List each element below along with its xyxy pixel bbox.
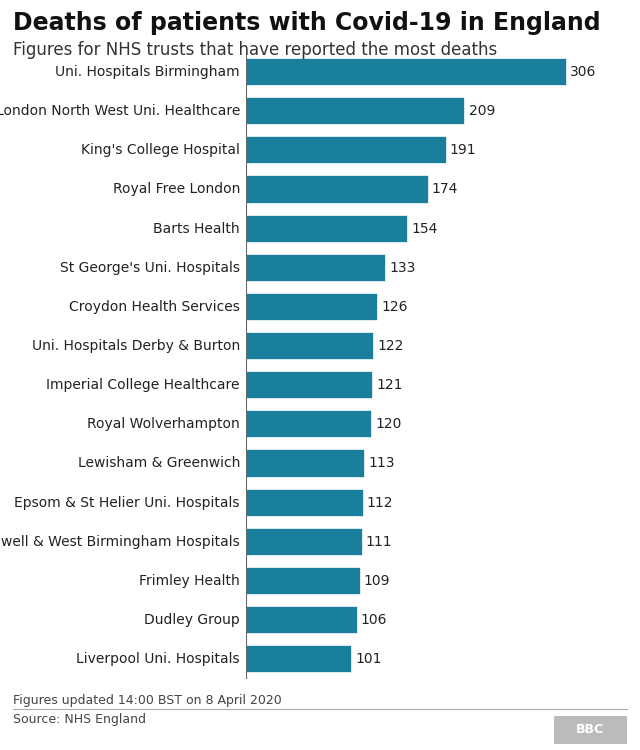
Text: Uni. Hospitals Birmingham: Uni. Hospitals Birmingham: [56, 65, 240, 79]
Text: 113: 113: [368, 457, 394, 470]
Text: 120: 120: [375, 417, 402, 431]
Text: Source: NHS England: Source: NHS England: [13, 712, 146, 725]
Text: Deaths of patients with Covid-19 in England: Deaths of patients with Covid-19 in Engl…: [13, 11, 600, 35]
Text: Dudley Group: Dudley Group: [144, 613, 240, 627]
Text: 191: 191: [450, 143, 476, 158]
Text: Uni. Hospitals Derby & Burton: Uni. Hospitals Derby & Burton: [32, 339, 240, 353]
Text: 154: 154: [411, 222, 437, 236]
Text: 174: 174: [432, 182, 458, 196]
Text: 133: 133: [389, 261, 415, 274]
Bar: [246, 410, 372, 439]
Bar: [246, 449, 365, 478]
Text: Royal Wolverhampton: Royal Wolverhampton: [87, 417, 240, 431]
Text: Figures for NHS trusts that have reported the most deaths: Figures for NHS trusts that have reporte…: [13, 41, 497, 59]
Text: Figures updated 14:00 BST on 8 April 2020: Figures updated 14:00 BST on 8 April 202…: [13, 694, 282, 706]
Text: Royal Free London: Royal Free London: [113, 182, 240, 196]
Bar: [246, 645, 352, 674]
Bar: [246, 371, 373, 399]
Text: 306: 306: [570, 65, 596, 79]
Bar: [246, 332, 374, 360]
Text: 122: 122: [378, 339, 404, 353]
Text: King's College Hospital: King's College Hospital: [81, 143, 240, 158]
Bar: [246, 606, 358, 634]
Text: 209: 209: [468, 104, 495, 118]
Text: 121: 121: [376, 378, 403, 392]
Text: London North West Uni. Healthcare: London North West Uni. Healthcare: [0, 104, 240, 118]
Text: BBC: BBC: [577, 723, 604, 736]
Bar: [246, 97, 465, 125]
Text: Imperial College Healthcare: Imperial College Healthcare: [47, 378, 240, 392]
Bar: [246, 214, 408, 243]
Text: 126: 126: [381, 300, 408, 314]
Text: 112: 112: [367, 496, 394, 509]
Text: Frimley Health: Frimley Health: [140, 574, 240, 588]
Bar: [246, 528, 363, 556]
Text: 111: 111: [366, 535, 392, 549]
Bar: [246, 567, 361, 595]
Text: St George's Uni. Hospitals: St George's Uni. Hospitals: [60, 261, 240, 274]
Bar: [246, 292, 378, 321]
Text: Barts Health: Barts Health: [154, 222, 240, 236]
Bar: [246, 488, 364, 517]
Text: Epsom & St Helier Uni. Hospitals: Epsom & St Helier Uni. Hospitals: [15, 496, 240, 509]
Text: Sandwell & West Birmingham Hospitals: Sandwell & West Birmingham Hospitals: [0, 535, 240, 549]
Text: 101: 101: [355, 652, 382, 666]
Text: Croydon Health Services: Croydon Health Services: [69, 300, 240, 314]
Bar: [246, 254, 386, 282]
Bar: [246, 176, 429, 203]
Bar: [246, 58, 567, 86]
Bar: [246, 136, 447, 164]
Text: Lewisham & Greenwich: Lewisham & Greenwich: [77, 457, 240, 470]
Text: 106: 106: [361, 613, 387, 627]
Text: 109: 109: [364, 574, 390, 588]
Text: Liverpool Uni. Hospitals: Liverpool Uni. Hospitals: [76, 652, 240, 666]
